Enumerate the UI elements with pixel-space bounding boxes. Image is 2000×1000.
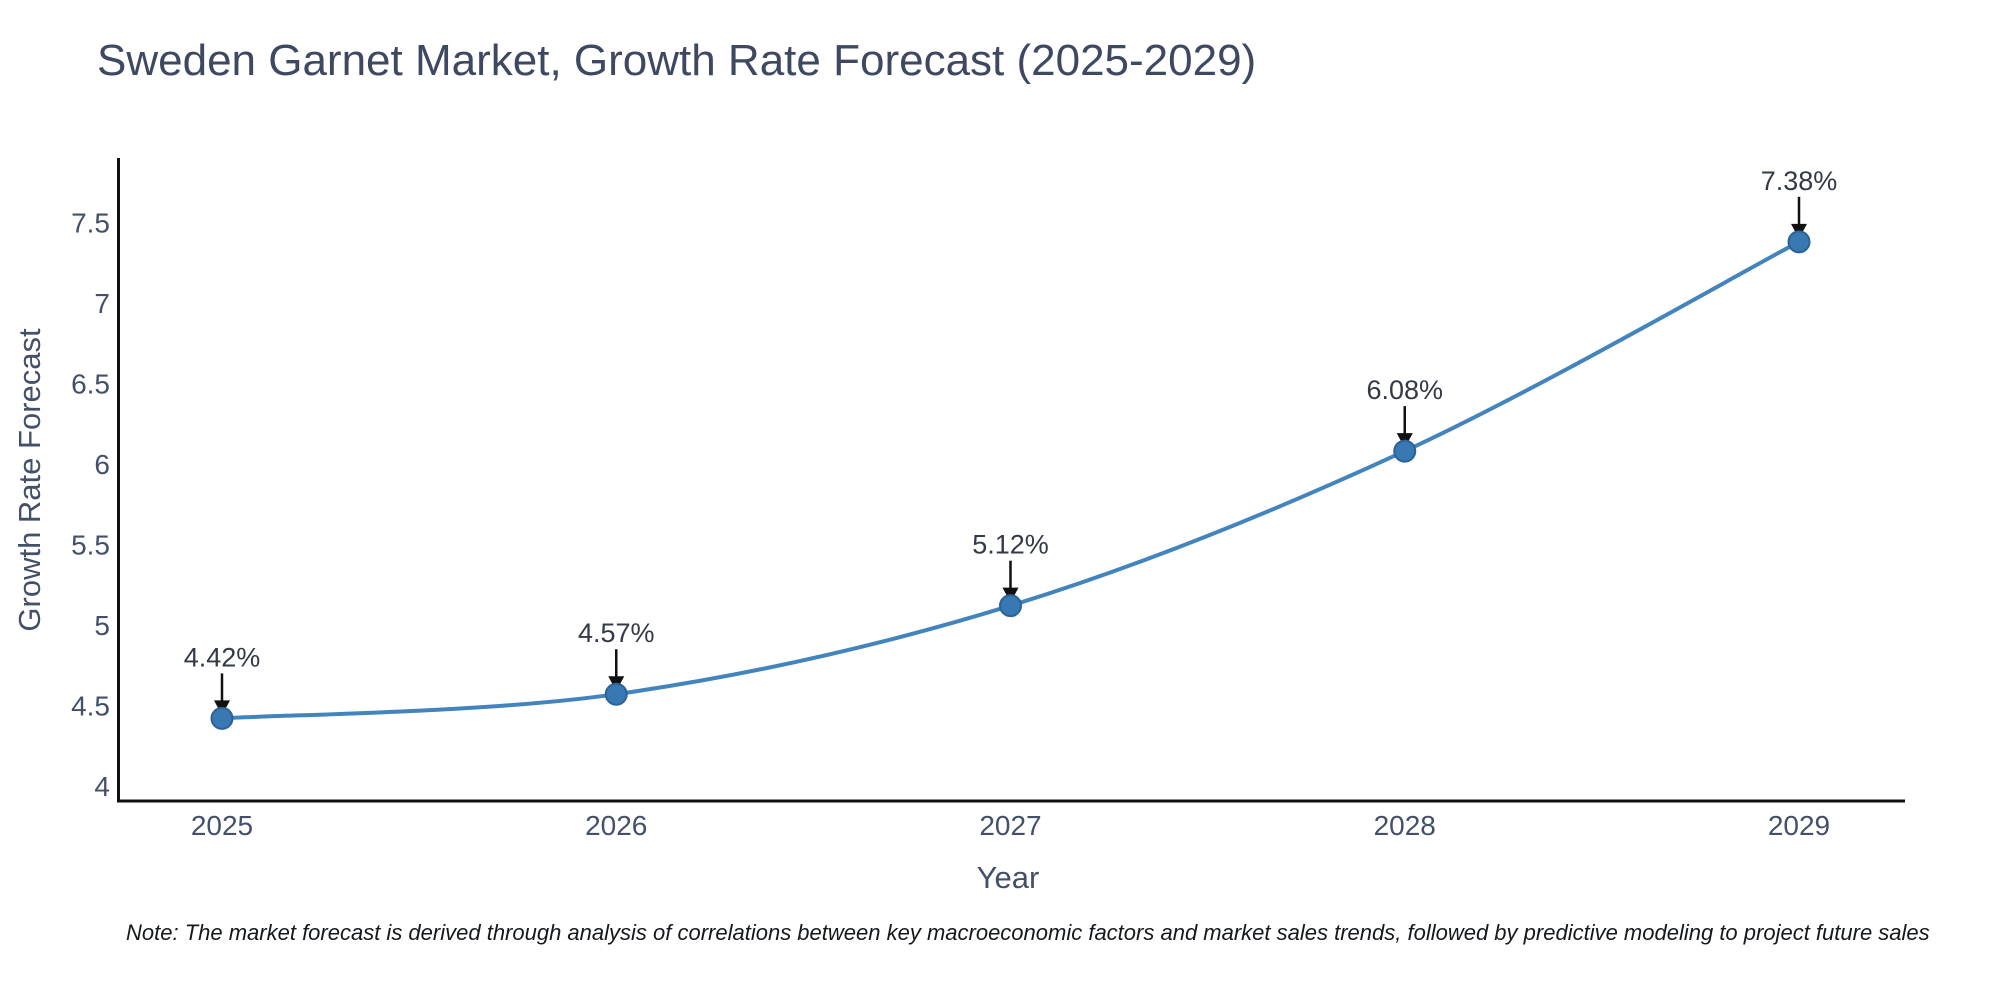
y-tick-label: 6.5 (71, 369, 110, 400)
y-tick-label: 5 (94, 610, 110, 641)
data-point-marker (999, 594, 1022, 618)
x-tick-label: 2029 (1768, 810, 1830, 841)
chart-title: Sweden Garnet Market, Growth Rate Foreca… (97, 36, 1257, 85)
data-point-label: 5.12% (972, 530, 1049, 560)
y-tick-label: 4 (94, 771, 110, 802)
x-tick-label: 2026 (585, 810, 647, 841)
y-tick-label: 5.5 (71, 530, 110, 561)
data-point-marker (604, 682, 628, 706)
data-point-marker (1787, 230, 1811, 254)
y-axis-title: Growth Rate Forecast (12, 328, 47, 632)
y-tick-label: 7 (94, 288, 110, 319)
data-point-label: 4.42% (184, 642, 261, 672)
x-tick-label: 2025 (191, 810, 253, 841)
forecast-line (220, 239, 1801, 721)
x-tick-label: 2027 (979, 810, 1041, 841)
y-tick-label: 4.5 (71, 691, 110, 722)
footnote: Note: The market forecast is derived thr… (126, 920, 1930, 945)
x-axis-title: Year (977, 860, 1040, 895)
x-tick-label: 2028 (1374, 810, 1436, 841)
data-point-label: 6.08% (1366, 375, 1443, 405)
data-point-marker (1393, 439, 1417, 463)
data-point-marker (210, 706, 234, 730)
data-point-label: 7.38% (1761, 166, 1838, 196)
data-point-label: 4.57% (578, 618, 655, 648)
y-tick-label: 7.5 (71, 208, 110, 239)
y-tick-label: 6 (94, 449, 110, 480)
